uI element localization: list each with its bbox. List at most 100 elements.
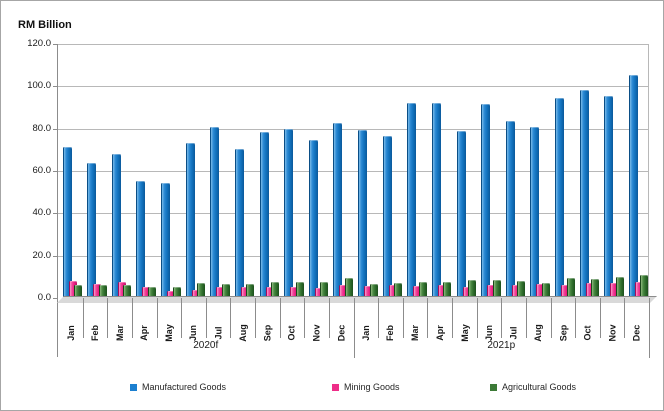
bar-mining xyxy=(240,287,249,298)
bar-manufactured xyxy=(407,103,417,298)
bar-mining xyxy=(167,290,175,298)
month-label-text: Dec xyxy=(336,324,347,342)
month-separator xyxy=(205,298,207,338)
month-label: Jan xyxy=(58,300,83,341)
bar-manufactured xyxy=(579,89,589,298)
bar-mining xyxy=(437,285,446,298)
bar-manufactured xyxy=(358,129,367,298)
month-label: Jan xyxy=(354,300,379,341)
month-separator xyxy=(255,298,256,338)
legend-label: Manufactured Goods xyxy=(142,382,227,392)
month-separator xyxy=(181,298,183,338)
month-label-text: Jan xyxy=(360,325,371,341)
bar-mining xyxy=(610,283,619,298)
bar-manufactured xyxy=(604,95,614,298)
month-label: Sep xyxy=(551,300,576,342)
bar-agricultural xyxy=(615,276,624,298)
y-axis-title: RM Billion xyxy=(18,19,72,31)
y-tick-label: 20.0 xyxy=(32,249,52,261)
gridline xyxy=(58,44,649,45)
month-label-text: Mar xyxy=(410,324,421,342)
legend-entry-agricultural: Agricultural Goods xyxy=(490,381,576,393)
bar-manufactured xyxy=(210,126,220,298)
month-label: Mar xyxy=(107,300,132,341)
bar-manufactured xyxy=(481,104,491,298)
month-label-text: Apr xyxy=(139,325,150,341)
bar-manufactured xyxy=(87,162,97,298)
month-label-text: Jun xyxy=(483,324,494,342)
month-label: Oct xyxy=(575,300,600,340)
legend-entry-manufactured: Manufactured Goods xyxy=(130,381,226,393)
bar-agricultural xyxy=(271,282,279,298)
chart-floor xyxy=(57,296,657,303)
legend-swatch-mining xyxy=(332,383,339,391)
bar-agricultural xyxy=(221,284,230,298)
bar-agricultural xyxy=(517,281,526,298)
month-separator xyxy=(599,298,601,338)
bar-mining xyxy=(93,284,102,298)
month-separator xyxy=(378,298,380,338)
month-label-text: Sep xyxy=(557,324,568,342)
y-tick-mark xyxy=(53,298,58,299)
month-label-text: Sep xyxy=(262,324,273,342)
bar-mining xyxy=(339,285,348,298)
gridline xyxy=(58,255,649,257)
gridline xyxy=(58,171,649,172)
bar-manufactured xyxy=(628,74,638,298)
bar-agricultural xyxy=(172,287,181,298)
bar-manufactured xyxy=(382,136,392,298)
month-label: Oct xyxy=(280,300,305,340)
y-tick-label: 80.0 xyxy=(32,122,52,134)
month-separator xyxy=(107,298,109,338)
bar-mining xyxy=(536,284,545,298)
month-separator xyxy=(279,298,281,338)
bar-manufactured xyxy=(111,154,121,298)
bar-manufactured xyxy=(259,131,269,298)
y-tick-label: 40.0 xyxy=(32,207,52,219)
legend-label: Agricultural Goods xyxy=(502,382,577,392)
month-label-text: Jul xyxy=(508,326,519,340)
month-label-text: Mar xyxy=(114,324,125,342)
bar-manufactured xyxy=(62,146,72,298)
legend-label: Mining Goods xyxy=(344,382,400,392)
month-separator xyxy=(525,298,527,338)
bar-manufactured xyxy=(284,128,294,298)
bar-agricultural xyxy=(541,283,550,298)
y-tick-mark xyxy=(53,171,58,172)
legend-swatch-agricultural xyxy=(490,383,497,391)
month-label: Apr xyxy=(427,300,452,341)
bar-mining xyxy=(314,288,323,298)
bar-manufactured xyxy=(505,121,515,298)
bar-agricultural xyxy=(492,280,501,298)
bar-agricultural xyxy=(123,285,132,298)
month-label: Dec xyxy=(624,300,649,342)
bar-manufactured xyxy=(333,123,343,298)
month-separator xyxy=(402,298,404,338)
month-label-text: Nov xyxy=(311,324,322,342)
bar-mining xyxy=(364,286,372,298)
month-separator xyxy=(550,298,552,338)
month-label: Feb xyxy=(83,300,108,341)
bar-agricultural xyxy=(394,283,403,298)
bar-agricultural xyxy=(246,284,255,298)
y-tick-label: 0.0 xyxy=(37,292,51,303)
month-label-text: Feb xyxy=(385,324,396,342)
bar-agricultural xyxy=(98,285,107,298)
year-group-separator xyxy=(353,298,355,358)
bar-agricultural xyxy=(443,282,452,298)
bar-agricultural xyxy=(147,287,156,298)
bar-agricultural xyxy=(295,282,304,298)
month-label: Jul xyxy=(501,300,526,340)
month-label: Mar xyxy=(403,300,428,341)
month-separator xyxy=(304,298,306,338)
y-tick-label: 100.0 xyxy=(27,80,51,92)
month-label-text: Oct xyxy=(582,325,593,341)
month-label: Aug xyxy=(526,300,551,342)
month-separator xyxy=(452,298,453,338)
legend: Manufactured Goods Mining Goods Agricultur… xyxy=(1,381,663,397)
bar-manufactured xyxy=(456,130,466,298)
year-group-separator xyxy=(649,298,650,358)
month-separator xyxy=(131,298,133,338)
month-label: Aug xyxy=(230,300,255,342)
